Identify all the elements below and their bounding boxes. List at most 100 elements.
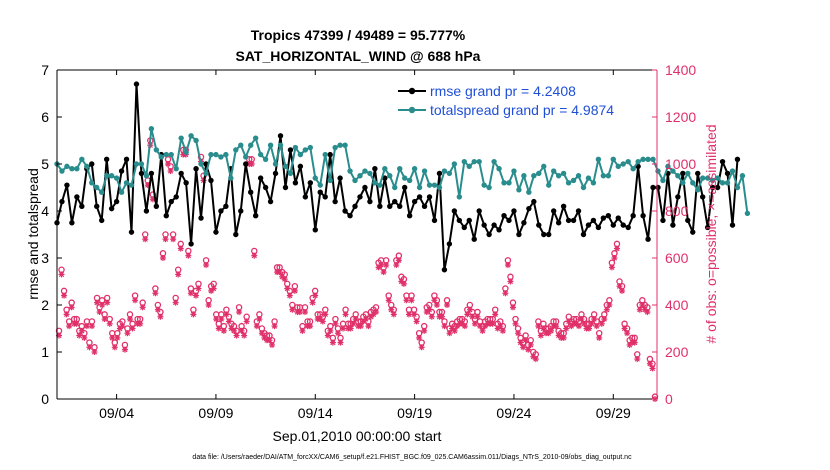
assimilated-marker-stroke bbox=[644, 309, 651, 315]
assimilated-marker-stroke bbox=[642, 307, 648, 313]
totalspread-point bbox=[476, 158, 482, 165]
totalspread-point bbox=[282, 163, 289, 170]
assimilated-marker-stroke bbox=[434, 302, 440, 308]
totalspread-point bbox=[94, 184, 100, 191]
assimilated-marker-stroke bbox=[56, 332, 62, 339]
assimilated-marker-stroke bbox=[649, 365, 656, 372]
assimilated-marker-stroke bbox=[282, 276, 288, 282]
totalspread-point bbox=[317, 182, 323, 188]
assimilated-marker-stroke bbox=[337, 339, 344, 346]
assimilated-marker-stroke bbox=[378, 262, 384, 268]
assimilated-marker bbox=[464, 311, 471, 318]
assimilated-marker bbox=[175, 271, 182, 278]
assimilated-marker-stroke bbox=[129, 325, 136, 332]
assimilated-marker-stroke bbox=[284, 285, 290, 292]
assimilated-marker-stroke bbox=[586, 325, 592, 332]
assimilated-marker-stroke bbox=[124, 330, 131, 336]
assimilated-marker bbox=[477, 323, 484, 330]
rmse-point bbox=[198, 215, 204, 221]
assimilated-marker bbox=[509, 304, 516, 311]
assimilated-marker bbox=[340, 325, 347, 332]
assimilated-marker-stroke bbox=[393, 262, 399, 268]
totalspread-point bbox=[188, 133, 194, 139]
assimilated-marker bbox=[109, 334, 116, 341]
assimilated-marker bbox=[646, 360, 653, 367]
assimilated-marker bbox=[601, 316, 608, 323]
totalspread-point bbox=[163, 151, 169, 158]
assimilated-marker bbox=[451, 327, 458, 334]
assimilated-marker-stroke bbox=[581, 321, 587, 327]
rmse-point bbox=[734, 156, 741, 162]
assimilated-marker-stroke bbox=[446, 330, 453, 336]
rmse-point bbox=[277, 133, 284, 139]
assimilated-marker-stroke bbox=[160, 255, 166, 261]
assimilated-marker bbox=[307, 323, 314, 330]
assimilated-marker-stroke bbox=[112, 344, 118, 350]
assimilated-marker bbox=[91, 349, 98, 355]
totalspread-point bbox=[536, 170, 542, 177]
rmse-point bbox=[704, 224, 711, 231]
assimilated-marker-stroke bbox=[132, 297, 138, 303]
assimilated-marker bbox=[575, 323, 582, 330]
assimilated-marker bbox=[608, 264, 615, 271]
assimilated-marker bbox=[520, 344, 527, 351]
rmse-point bbox=[486, 231, 492, 238]
rmse-point bbox=[342, 208, 348, 214]
assimilated-marker-stroke bbox=[535, 323, 541, 329]
assimilated-marker bbox=[281, 276, 288, 283]
rmse-point bbox=[625, 224, 631, 231]
assimilated-marker bbox=[86, 344, 93, 351]
assimilated-marker bbox=[334, 330, 341, 337]
assimilated-marker bbox=[129, 325, 136, 332]
assimilated-marker-stroke bbox=[287, 292, 293, 299]
rmse-point bbox=[133, 81, 140, 87]
assimilated-marker bbox=[215, 325, 222, 332]
assimilated-marker-stroke bbox=[231, 328, 237, 334]
assimilated-marker bbox=[471, 320, 478, 327]
totalspread-point bbox=[302, 147, 309, 153]
assimilated-marker bbox=[291, 287, 298, 294]
assimilated-marker bbox=[578, 316, 585, 323]
assimilated-marker-stroke bbox=[206, 302, 212, 308]
assimilated-marker-stroke bbox=[74, 321, 80, 327]
rmse-point bbox=[118, 168, 125, 174]
assimilated-marker-stroke bbox=[249, 161, 255, 167]
totalspread-point bbox=[357, 173, 363, 179]
totalspread-point bbox=[406, 177, 413, 184]
assimilated-marker bbox=[223, 311, 230, 318]
rmse-point bbox=[337, 175, 343, 181]
rmse-point bbox=[640, 213, 646, 219]
rmse-point bbox=[262, 184, 269, 191]
assimilated-marker bbox=[395, 257, 402, 264]
assimilated-marker bbox=[497, 323, 504, 330]
assimilated-marker-stroke bbox=[140, 304, 146, 310]
assimilated-marker bbox=[560, 334, 567, 341]
assimilated-marker-stroke bbox=[444, 302, 450, 308]
totalspread-point bbox=[307, 144, 314, 151]
totalspread-point bbox=[213, 151, 219, 158]
assimilated-marker-stroke bbox=[162, 236, 169, 242]
assimilated-marker-stroke bbox=[332, 321, 339, 327]
totalspread-point bbox=[471, 158, 477, 165]
totalspread-point bbox=[486, 184, 492, 191]
rmse-point bbox=[565, 217, 572, 224]
totalspread-point bbox=[153, 147, 160, 153]
assimilated-marker-stroke bbox=[596, 335, 602, 341]
totalspread-point bbox=[133, 161, 140, 167]
totalspread-point bbox=[342, 142, 348, 148]
assimilated-marker bbox=[352, 316, 359, 323]
assimilated-marker-stroke bbox=[604, 307, 610, 313]
rmse-point bbox=[307, 180, 314, 186]
rmse-point bbox=[367, 198, 373, 205]
totalspread-point bbox=[401, 175, 408, 181]
assimilated-marker bbox=[373, 309, 380, 316]
assimilated-marker bbox=[233, 332, 240, 339]
rmse-point bbox=[501, 213, 507, 219]
assimilated-marker bbox=[499, 327, 506, 334]
assimilated-marker bbox=[253, 323, 260, 330]
assimilated-marker bbox=[474, 313, 481, 320]
totalspread-point bbox=[148, 126, 155, 132]
y2-tick-label: 1400 bbox=[665, 62, 696, 78]
rmse-point bbox=[451, 208, 458, 214]
assimilated-marker-stroke bbox=[556, 332, 562, 339]
